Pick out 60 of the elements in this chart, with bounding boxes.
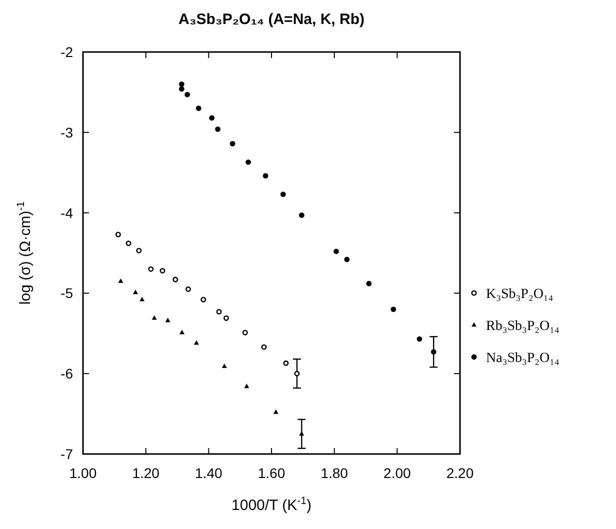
point bbox=[230, 140, 236, 146]
point bbox=[246, 159, 251, 165]
point bbox=[136, 248, 142, 254]
chart-title: A₃Sb₃P₂O₁₄ (A=Na, K, Rb) bbox=[178, 11, 364, 28]
legend-label: Na₃Sb₃P₂O₁₄ bbox=[486, 351, 560, 366]
point bbox=[299, 431, 304, 436]
point bbox=[242, 330, 248, 336]
point bbox=[366, 280, 372, 286]
y-tick-label: -5 bbox=[60, 285, 74, 302]
point bbox=[140, 296, 145, 302]
point bbox=[224, 315, 230, 321]
point bbox=[416, 336, 422, 342]
point bbox=[430, 349, 436, 355]
point bbox=[209, 115, 215, 121]
x-axis-title: 1000/T (K$^{-1}$) bbox=[232, 495, 312, 514]
legend-label: K₃Sb₃P₂O₁₄ bbox=[486, 287, 554, 302]
y-tick-label: -4 bbox=[60, 204, 74, 221]
point bbox=[196, 106, 202, 111]
point bbox=[172, 276, 178, 282]
point bbox=[215, 126, 220, 132]
point bbox=[283, 360, 289, 366]
point bbox=[126, 240, 132, 246]
y-tick-label: -3 bbox=[60, 124, 74, 140]
point bbox=[185, 286, 191, 292]
point bbox=[179, 330, 184, 334]
x-tick-label: 1.60 bbox=[258, 465, 286, 481]
point bbox=[194, 340, 199, 345]
legend-label: Rb₃Sb₃P₂O₁₄ bbox=[486, 319, 560, 334]
point bbox=[273, 409, 278, 414]
x-tick-label: 2.20 bbox=[446, 465, 474, 481]
point bbox=[118, 278, 124, 283]
point bbox=[261, 344, 267, 350]
point bbox=[334, 248, 339, 254]
point bbox=[390, 306, 396, 312]
point bbox=[294, 370, 300, 376]
point bbox=[200, 296, 206, 302]
point bbox=[298, 212, 304, 218]
point bbox=[115, 232, 121, 238]
point bbox=[160, 268, 166, 274]
point bbox=[178, 86, 184, 92]
point bbox=[222, 364, 227, 368]
point bbox=[244, 384, 250, 388]
y-tick-label: -7 bbox=[60, 446, 74, 462]
point bbox=[216, 308, 222, 314]
point bbox=[178, 81, 184, 87]
point bbox=[132, 290, 138, 294]
x-tick-label: 1.40 bbox=[195, 465, 223, 481]
x-tick-label: 1.20 bbox=[132, 465, 160, 481]
x-tick-label: 1.00 bbox=[69, 465, 97, 481]
point bbox=[262, 173, 268, 179]
y-tick-label: -2 bbox=[60, 44, 74, 60]
point bbox=[280, 192, 286, 198]
x-tick-label: 1.80 bbox=[320, 465, 348, 481]
x-tick-label: 2.00 bbox=[384, 465, 412, 481]
point bbox=[148, 266, 154, 272]
point bbox=[165, 318, 170, 322]
y-tick-label: -6 bbox=[60, 366, 74, 382]
point bbox=[184, 92, 190, 98]
point bbox=[344, 256, 350, 262]
point bbox=[152, 315, 157, 320]
